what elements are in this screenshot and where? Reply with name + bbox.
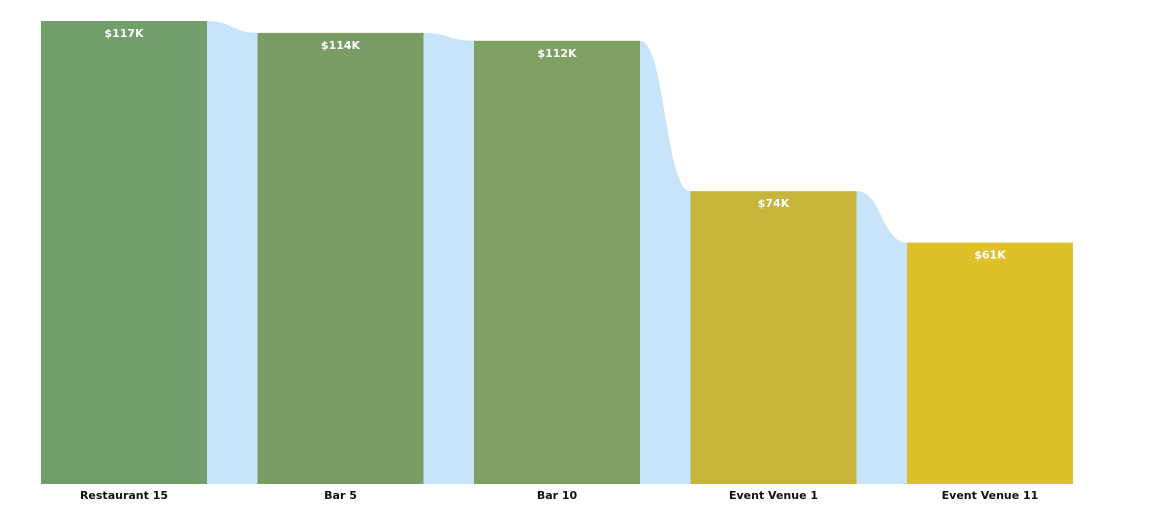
category-label-2: Bar 5: [324, 489, 357, 502]
bar-4[interactable]: [690, 191, 857, 484]
value-labels: $117K $114K $112K $74K $61K: [104, 27, 1006, 262]
ribbon-4: [856, 191, 907, 484]
bars: [41, 21, 1073, 485]
category-label-4: Event Venue 1: [729, 489, 818, 502]
category-label-3: Bar 10: [537, 489, 578, 502]
value-label-1: $117K: [104, 27, 144, 40]
value-label-3: $112K: [537, 47, 577, 60]
category-label-1: Restaurant 15: [80, 489, 168, 502]
bar-3[interactable]: [474, 40, 640, 485]
ribbons: [207, 21, 907, 485]
category-labels: Restaurant 15 Bar 5 Bar 10 Event Venue 1 Eve…: [80, 489, 1038, 502]
bar-2[interactable]: [257, 32, 424, 484]
ribbon-1: [207, 21, 258, 484]
bar-1[interactable]: [41, 21, 207, 484]
bar-5[interactable]: [907, 242, 1073, 484]
ribbon-2: [423, 32, 474, 484]
value-label-2: $114K: [321, 39, 361, 52]
ribbon-3: [640, 40, 691, 485]
value-label-5: $61K: [974, 249, 1006, 262]
category-label-5: Event Venue 11: [942, 489, 1039, 502]
value-label-4: $74K: [758, 197, 790, 210]
